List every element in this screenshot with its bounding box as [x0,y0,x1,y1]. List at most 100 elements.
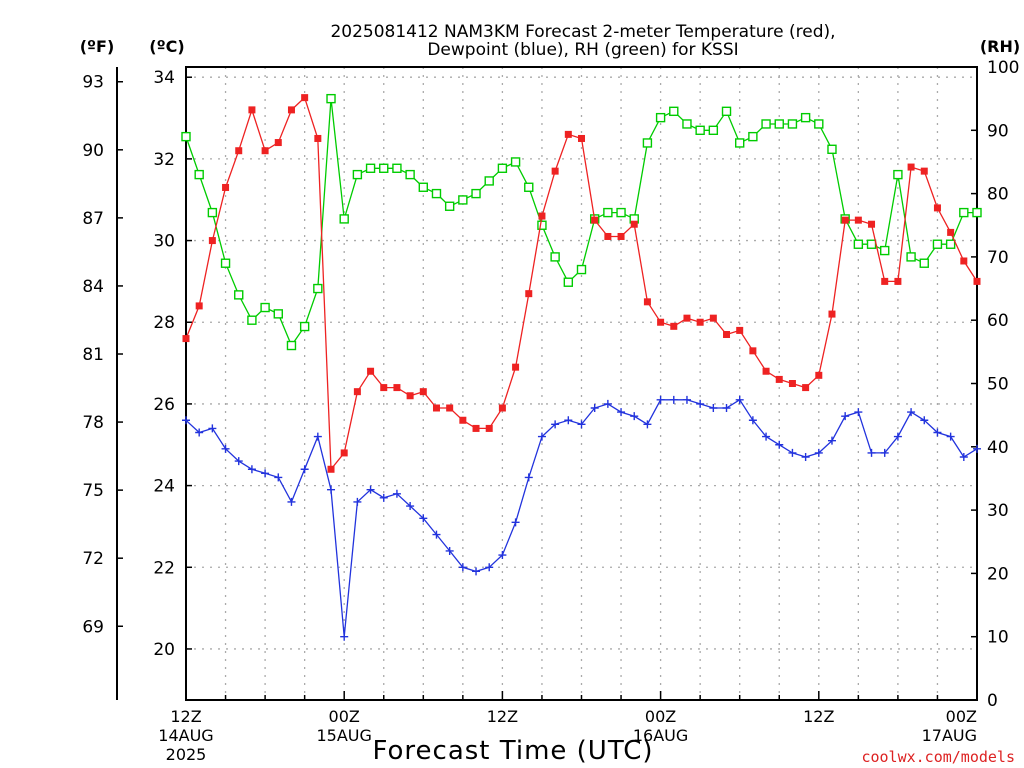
dewpoint-point [379,493,388,502]
temperature-point [683,314,691,322]
temperature-point [419,388,427,396]
dewpoint-point [406,502,415,511]
dewpoint-point [854,408,863,417]
fahrenheit-unit-label: (ºF) [80,37,115,56]
rh-point [919,258,929,268]
rh-point [524,182,534,192]
temperature-point [630,220,638,228]
dewpoint-point [603,399,612,408]
temperature-point [393,384,401,392]
dewpoint-point [933,428,942,437]
tick-label-rh: 80 [987,185,1009,205]
tick-label-rh: 30 [987,501,1009,521]
tick-label-x-date: 15AUG [316,726,371,745]
tick-label-x: 00Z [946,707,977,726]
dewpoint-point [735,395,744,404]
dewpoint-point [893,432,902,441]
dewpoint-point [801,453,810,462]
tick-label-x: 12Z [487,707,518,726]
dewpoint-point [682,395,691,404]
temperature-point [723,330,731,338]
dewpoint-point [748,416,757,425]
tick-label-rh: 60 [987,311,1009,331]
temperature-point [564,130,572,138]
dewpoint-point [261,469,270,478]
rh-point [247,315,257,325]
dewpoint-point [247,465,256,474]
tick-label-c: 20 [153,640,175,660]
dewpoint-point [775,440,784,449]
tick-label-c: 28 [153,313,175,333]
dewpoint-point [445,546,454,555]
rh-point [853,239,864,249]
temperature-point [459,416,467,424]
temperature-point [696,318,704,326]
temperature-point [709,314,717,322]
dewpoint-point [340,632,349,641]
temperature-point [828,310,836,318]
rh-point [945,239,956,249]
temperature-point [907,163,915,171]
dewpoint-point [458,563,467,572]
temperature-point [301,94,309,102]
dewpoint-point [208,424,217,433]
series-layer [181,93,982,641]
tick-label-x-date: 16AUG [633,726,688,745]
temperature-point [380,384,388,392]
temperature-point [578,134,585,142]
tick-label-rh: 100 [987,58,1019,78]
rh-point [260,302,270,313]
dewpoint-point [959,453,968,462]
dewpoint-point [564,416,573,425]
rh-point [576,264,587,275]
dewpoint-point [353,497,362,506]
temperature-point [525,290,533,298]
rh-point [352,169,363,180]
rh-point [471,188,481,199]
rh-point [735,138,745,148]
series-dewpoint [182,395,981,641]
temperature-point [248,106,256,114]
tick-label-f: 90 [82,141,104,161]
rh-point [326,93,336,104]
fahrenheit-axis: 69 72 75 78 81 84 87 90 93 [82,73,123,637]
dewpoint-point [709,404,718,413]
tick-label-f: 87 [82,209,104,229]
temperature-point [367,367,375,375]
dewpoint-point [788,448,797,457]
dewpoint-point [643,420,652,429]
tick-label-rh: 10 [987,628,1009,648]
rh-point [814,119,824,129]
dewpoint-point [195,428,204,437]
tick-label-f: 84 [82,277,104,297]
temperature-point [762,367,770,375]
rh-point [563,277,574,287]
rh-point [866,239,877,249]
dewpoint-point [814,448,823,457]
dewpoint-point [472,567,481,576]
temperature-point [472,424,480,432]
dewpoint-point [524,473,533,482]
temperature-point [841,216,849,224]
rh-point [510,157,521,167]
temperature-point [657,318,665,326]
temperature-point [551,167,559,175]
rh-point [444,201,455,211]
tick-label-c: 34 [153,68,175,88]
rh-point [313,283,323,294]
dewpoint-point [511,518,520,527]
dewpoint-point [392,489,401,498]
rh-point [682,119,692,129]
dewpoint-point [313,432,322,441]
rh-point [695,125,705,136]
rh-axis: 0 10 20 30 40 50 60 70 80 90 100 [971,58,1019,711]
rh-point [669,106,679,117]
temperature-point [643,298,651,306]
chart-title-line2: Dewpoint (blue), RH (green) for KSSI [427,40,738,60]
dewpoint-point [722,404,731,413]
dewpoint-point [537,432,546,441]
rh-point [418,182,428,192]
rh-point [286,340,297,351]
tick-label-x: 00Z [329,707,360,726]
dewpoint-point [946,432,955,441]
